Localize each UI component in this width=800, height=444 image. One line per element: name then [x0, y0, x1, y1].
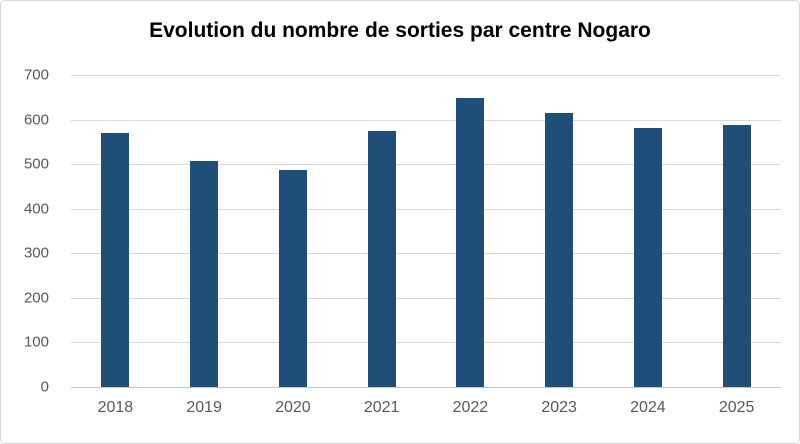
bar-2024	[633, 127, 662, 387]
bar-cell	[692, 75, 781, 387]
bar-cell	[604, 75, 693, 387]
bar-cell	[426, 75, 515, 387]
gridline	[71, 342, 781, 344]
bar-cell	[160, 75, 249, 387]
y-axis-tick-label: 600	[23, 111, 49, 129]
x-axis-line	[71, 387, 781, 388]
y-axis-tick-label: 0	[40, 378, 49, 396]
y-axis-tick-label: 300	[23, 244, 49, 262]
y-axis: 0 100 200 300 400 500 600 700	[1, 67, 53, 396]
y-axis-tick-label: 200	[23, 289, 49, 307]
y-axis-tick-label: 500	[23, 155, 49, 173]
x-axis-tick-label: 2024	[630, 399, 666, 416]
y-axis-tick-label: 700	[23, 66, 49, 84]
bar-cell	[71, 75, 160, 387]
x-axis: 2018 2019 2020 2021 2022 2023 2024 2025	[71, 399, 781, 417]
y-axis-tick-label: 100	[23, 333, 49, 351]
bar-cell	[515, 75, 604, 387]
gridline	[71, 297, 781, 299]
x-axis-tick-label: 2022	[452, 399, 489, 416]
gridline	[71, 119, 781, 121]
bar-2018	[101, 132, 130, 387]
x-axis-tick-label: 2025	[718, 399, 755, 416]
x-axis-tick-label: 2020	[275, 399, 311, 416]
gridline	[71, 164, 781, 166]
x-axis-tick-label: 2018	[97, 399, 134, 416]
gridline	[71, 75, 781, 76]
bar-cell	[249, 75, 338, 387]
bar-2020	[278, 170, 307, 387]
gridline	[71, 253, 781, 255]
bar-2021	[367, 131, 396, 387]
bar-cell	[337, 75, 426, 387]
bar-2019	[190, 161, 219, 387]
chart-title: Evolution du nombre de sorties par centr…	[149, 19, 651, 42]
bar-series	[71, 75, 781, 387]
x-axis-tick-label: 2021	[363, 399, 400, 416]
gridline	[71, 208, 781, 210]
bar-2025	[722, 125, 751, 387]
bar-2023	[545, 112, 574, 387]
y-axis-tick-label: 400	[23, 200, 49, 218]
x-axis-tick-label: 2019	[186, 399, 222, 416]
x-axis-tick-label: 2023	[541, 399, 577, 416]
plot-area	[71, 75, 781, 388]
bar-2022	[456, 98, 485, 387]
